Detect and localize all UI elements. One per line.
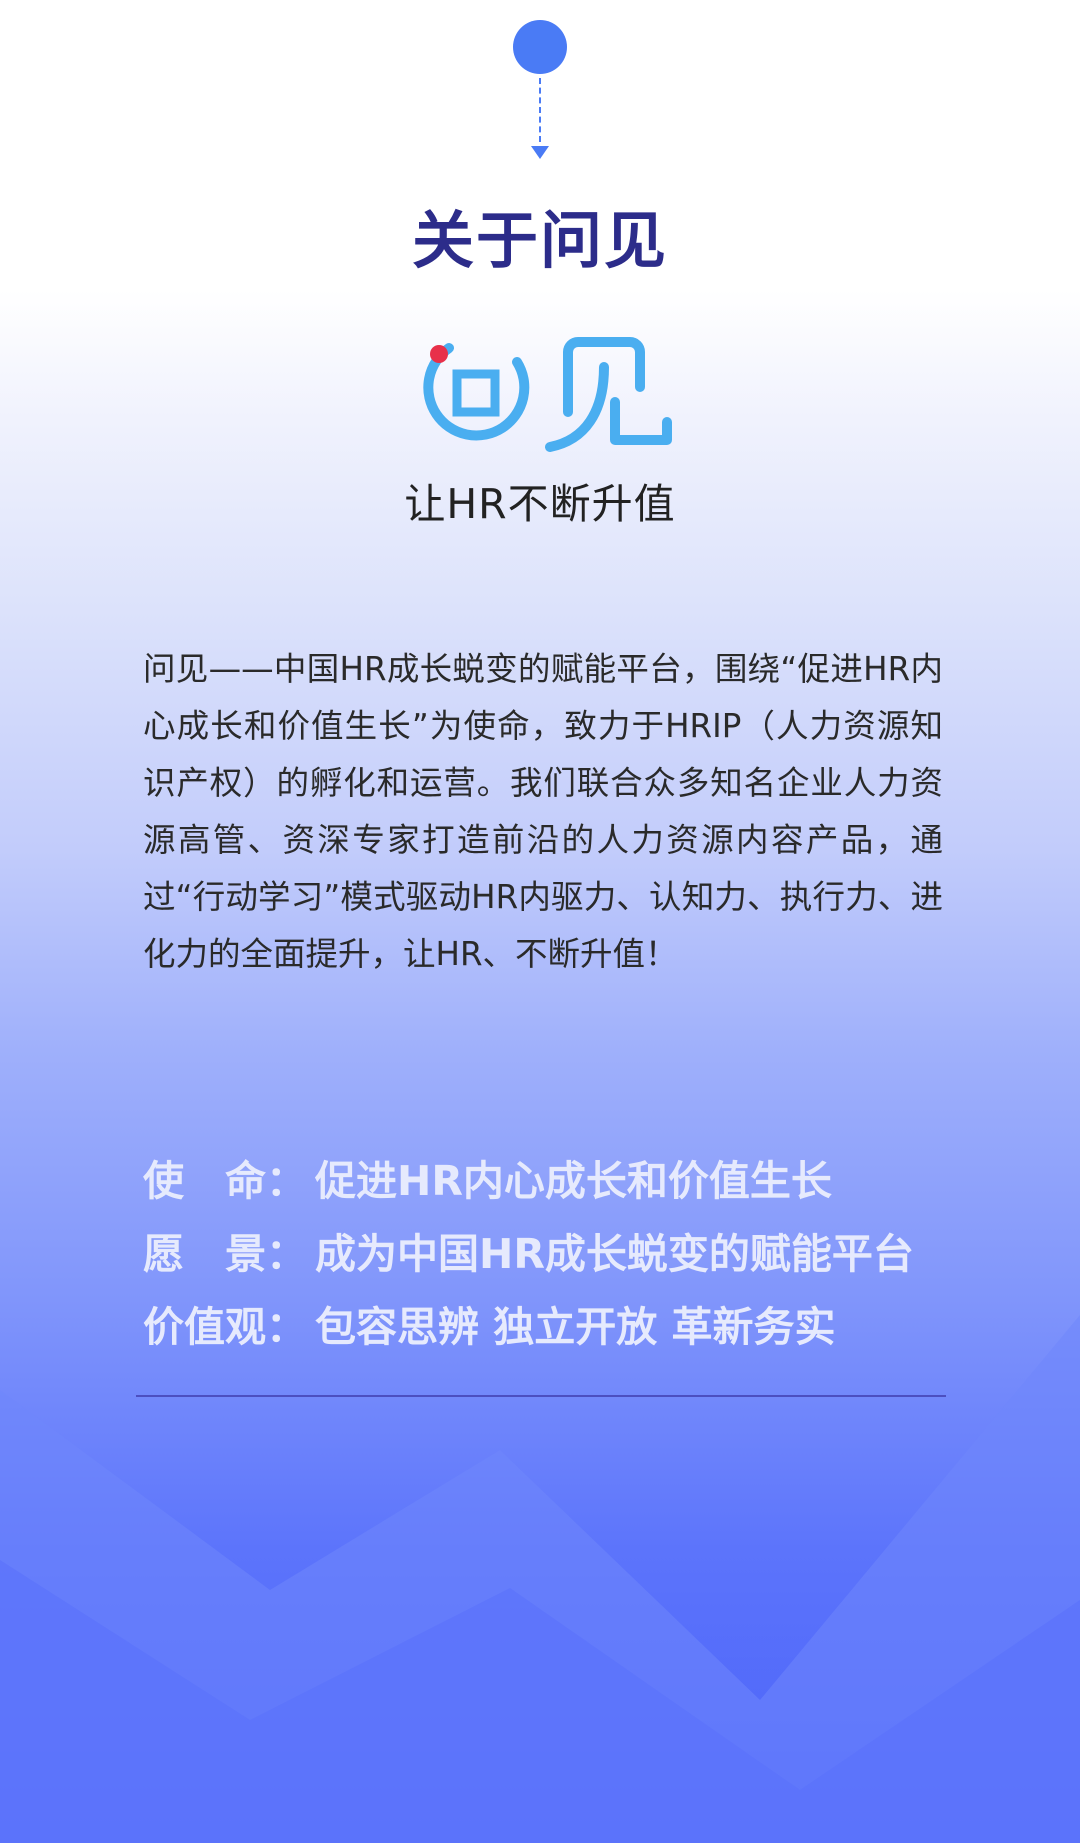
core-values-value: 包容思辨 独立开放 革新务实	[315, 1303, 836, 1351]
section-divider	[136, 1395, 946, 1397]
mission-value: 促进HR内心成长和价值生长	[315, 1157, 832, 1205]
core-values-row: 价值观： 包容思辨 独立开放 革新务实	[143, 1291, 963, 1364]
vision-row: 愿 景： 成为中国HR成长蜕变的赋能平台	[143, 1218, 963, 1291]
vision-label: 愿 景：	[143, 1230, 307, 1278]
mission-row: 使 命： 促进HR内心成长和价值生长	[143, 1145, 963, 1218]
mission-label: 使 命：	[143, 1157, 307, 1205]
values-list: 使 命： 促进HR内心成长和价值生长 愿 景： 成为中国HR成长蜕变的赋能平台 价值…	[143, 1145, 963, 1364]
logo-tagline: 让HR不断升值	[404, 480, 676, 528]
dashed-connector	[539, 78, 541, 142]
top-dot-decoration	[513, 20, 567, 74]
page-title: 关于问见	[411, 204, 668, 277]
core-values-label: 价值观：	[143, 1303, 307, 1351]
intro-paragraph: 问见——中国HR成长蜕变的赋能平台，围绕“促进HR内心成长和价值生长”为使命，致…	[143, 650, 943, 973]
vision-value: 成为中国HR成长蜕变的赋能平台	[315, 1230, 914, 1278]
wenjian-logo-icon	[423, 337, 672, 452]
arrow-down-icon	[531, 146, 549, 159]
